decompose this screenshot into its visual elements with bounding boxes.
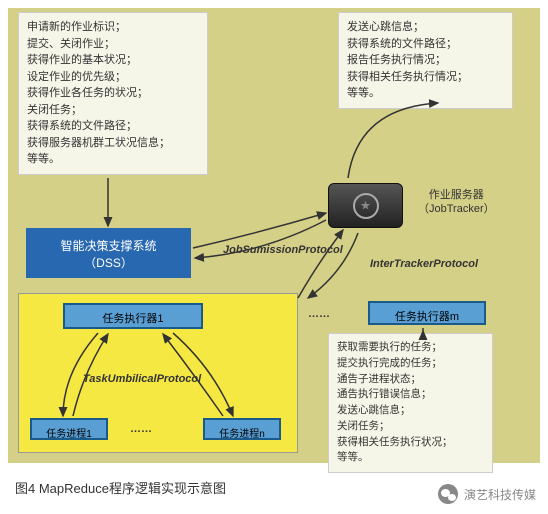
task-process-n: 任务进程n (203, 418, 281, 440)
task-executor-m: 任务执行器m (368, 301, 486, 325)
dss-box: 智能决策支撑系统 （DSS） (26, 228, 191, 278)
task-ops-textbox: 获取需要执行的任务；提交执行完成的任务；通告子进程状态；通告执行错误信息；发送心… (328, 333, 493, 473)
jobtracker-label: 作业服务器 （JobTracker） (418, 188, 495, 217)
dss-label1: 智能决策支撑系统 (26, 238, 191, 255)
job-submission-protocol-label: JobSumissionProtocol (223, 244, 343, 256)
wechat-source-label: 演艺科技传媒 (464, 486, 536, 503)
task-umbilical-protocol-label: TaskUmbilicalProtocol (83, 373, 201, 385)
tracker-ops-textbox: 发送心跳信息；获得系统的文件路径；报告任务执行情况；获得相关任务执行情况；等等。 (338, 12, 513, 109)
task-executor-1: 任务执行器1 (63, 303, 203, 329)
dots-processes: …… (130, 423, 152, 435)
wechat-icon (438, 484, 458, 504)
jobtracker-server-icon (328, 183, 403, 228)
dss-label2: （DSS） (26, 255, 191, 272)
figure-caption: 图4 MapReduce程序逻辑实现示意图 (15, 478, 226, 497)
mapreduce-diagram: 申请新的作业标识；提交、关闭作业；获得作业的基本状况；设定作业的优先级；获得作业… (8, 8, 540, 463)
wechat-attribution: 演艺科技传媒 (438, 484, 536, 504)
task-process-1: 任务进程1 (30, 418, 108, 440)
dots-executors: …… (308, 308, 330, 320)
inter-tracker-protocol-label: InterTrackerProtocol (370, 258, 478, 270)
client-ops-textbox: 申请新的作业标识；提交、关闭作业；获得作业的基本状况；设定作业的优先级；获得作业… (18, 12, 208, 175)
